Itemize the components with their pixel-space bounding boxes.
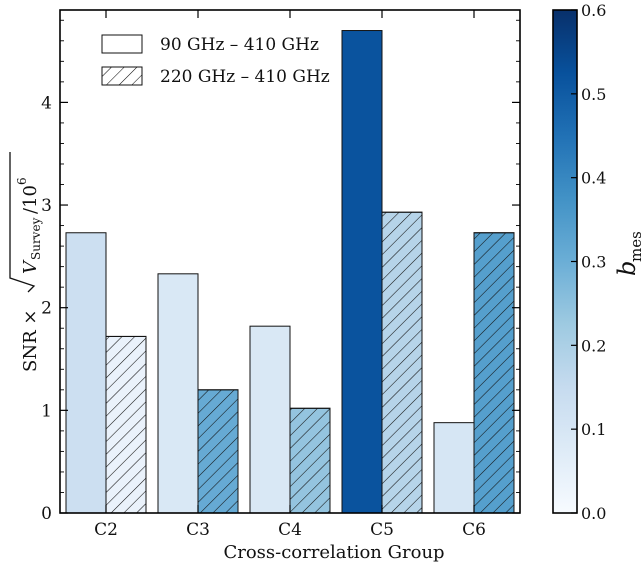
bar-c5-series-1 xyxy=(341,30,383,513)
bar-c2-series-1 xyxy=(65,232,107,513)
y-tick-label: 3 xyxy=(41,196,52,216)
bar-c2-series-2-hatch xyxy=(105,335,147,513)
colorbar-tick-label: 0.5 xyxy=(581,85,606,104)
colorbar-tick-label: 0.6 xyxy=(581,1,606,20)
colorbar-tick-label: 0.2 xyxy=(581,336,606,355)
y-axis-label: SNR × V Survey /10 6 xyxy=(9,152,43,372)
legend-swatch-hatch xyxy=(101,66,143,86)
bar-c3-series-2-hatch xyxy=(197,389,239,513)
legend-label-2: 220 GHz – 410 GHz xyxy=(160,67,330,87)
bars xyxy=(65,30,515,513)
y-tick-label: 0 xyxy=(41,504,52,524)
x-tick-label-c3: C3 xyxy=(186,520,210,540)
legend: 90 GHz – 410 GHz 220 GHz – 410 GHz xyxy=(101,34,330,87)
y-axis-label-tail: /10 xyxy=(20,185,41,214)
colorbar-tick-label: 0.3 xyxy=(581,253,606,272)
y-tick-label: 2 xyxy=(41,299,52,319)
y-axis-label-sub: Survey xyxy=(29,217,43,260)
y-tick-label: 4 xyxy=(41,93,52,113)
x-axis-ticks: C2 C3 C4 C5 C6 xyxy=(94,10,486,540)
colorbar-tick-label: 0.4 xyxy=(581,169,606,188)
x-tick-label-c4: C4 xyxy=(278,520,302,540)
plot-area: 0 1 2 3 4 C2 C3 C4 C5 C6 90 GHz – 410 GHz 220 GHz… xyxy=(9,9,521,563)
bar-c4-series-2-hatch xyxy=(289,407,331,513)
bar-c5-series-2-hatch xyxy=(381,211,423,513)
y-axis-label-v: V xyxy=(20,259,41,274)
x-axis-label: Cross-correlation Group xyxy=(223,542,444,563)
y-tick-label: 1 xyxy=(41,401,52,421)
colorbar-ticks: 0.0 0.1 0.2 0.3 0.4 0.5 0.6 xyxy=(571,1,606,523)
bar-c6-series-2-hatch xyxy=(473,232,515,513)
y-axis-label-prefix: SNR × xyxy=(20,310,41,372)
bar-c6-series-1 xyxy=(433,422,475,513)
x-tick-label-c6: C6 xyxy=(462,520,486,540)
colorbar-label-sub: mes xyxy=(627,231,644,262)
sqrt-sign xyxy=(9,152,36,293)
x-tick-label-c5: C5 xyxy=(370,520,394,540)
colorbar-label: b mes xyxy=(613,231,644,276)
y-axis-label-exp: 6 xyxy=(15,177,29,185)
legend-swatch-1 xyxy=(101,34,143,54)
legend-label-1: 90 GHz – 410 GHz xyxy=(160,35,319,55)
colorbar: 0.0 0.1 0.2 0.3 0.4 0.5 0.6 b mes xyxy=(552,1,644,523)
x-tick-label-c2: C2 xyxy=(94,520,118,540)
colorbar-tick-label: 0.1 xyxy=(581,420,606,439)
colorbar-label-base: b xyxy=(613,261,641,276)
plot-frame xyxy=(59,9,521,514)
colorbar-tick-label: 0.0 xyxy=(581,504,606,523)
bar-c3-series-1 xyxy=(157,273,199,513)
bar-c4-series-1 xyxy=(249,325,291,513)
